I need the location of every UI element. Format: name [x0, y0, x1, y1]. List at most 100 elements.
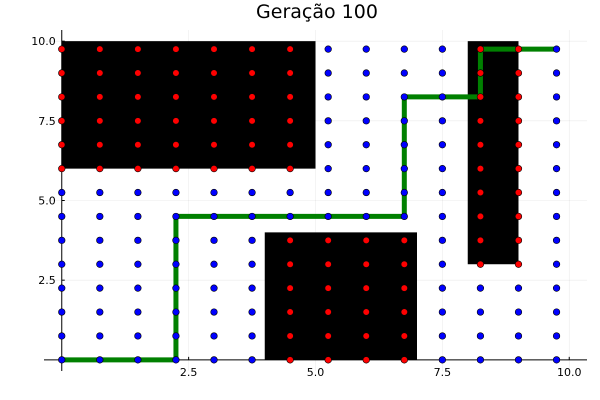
blocked-point — [286, 93, 294, 101]
blocked-point — [476, 165, 485, 173]
blocked-point — [58, 45, 66, 53]
blocked-point — [324, 356, 332, 364]
free-point — [552, 332, 561, 340]
free-point — [58, 308, 66, 316]
free-point — [400, 165, 408, 173]
free-point — [324, 69, 332, 77]
free-point — [438, 117, 446, 125]
free-point — [400, 188, 408, 197]
free-point — [552, 93, 561, 101]
blocked-point — [134, 165, 142, 173]
free-point — [248, 260, 256, 268]
blocked-point — [476, 117, 485, 125]
free-point — [324, 188, 332, 197]
blocked-point — [476, 93, 485, 101]
free-point — [552, 260, 561, 268]
free-point — [362, 93, 370, 101]
free-point — [362, 45, 370, 53]
blocked-point — [286, 356, 294, 364]
blocked-point — [172, 141, 180, 149]
free-point — [552, 69, 561, 77]
free-point — [514, 332, 523, 340]
blocked-point — [58, 93, 66, 101]
blocked-point — [476, 69, 485, 77]
blocked-point — [58, 117, 66, 125]
blocked-point — [172, 69, 180, 77]
free-point — [58, 284, 66, 292]
free-point — [400, 212, 408, 221]
free-point — [552, 212, 561, 221]
free-point — [134, 260, 142, 268]
free-point — [58, 332, 66, 340]
y-tick-label: 2.5 — [38, 274, 56, 287]
free-point — [362, 69, 370, 77]
blocked-point — [514, 117, 523, 125]
blocked-point — [248, 117, 256, 125]
blocked-point — [362, 308, 370, 316]
point-layer — [58, 45, 561, 364]
blocked-point — [172, 93, 180, 101]
blocked-point — [286, 332, 294, 340]
free-point — [58, 188, 66, 197]
free-point — [134, 212, 142, 221]
y-tick-label: 7.5 — [38, 115, 56, 128]
free-point — [476, 356, 485, 364]
free-point — [438, 141, 446, 149]
free-point — [248, 188, 256, 197]
blocked-point — [514, 260, 523, 268]
blocked-point — [362, 284, 370, 292]
blocked-point — [248, 141, 256, 149]
chart-title: Geração 100 — [256, 1, 378, 23]
blocked-point — [514, 45, 523, 53]
free-point — [362, 212, 370, 221]
blocked-point — [400, 260, 408, 268]
blocked-point — [96, 141, 104, 149]
blocked-point — [172, 45, 180, 53]
x-tick-label: 5.0 — [307, 366, 325, 379]
free-point — [134, 332, 142, 340]
x-tick-label: 2.5 — [180, 366, 198, 379]
free-point — [210, 308, 218, 316]
x-tick-label: 10.0 — [557, 366, 582, 379]
free-point — [134, 356, 142, 364]
blocked-point — [286, 45, 294, 53]
free-point — [134, 236, 142, 244]
free-point — [96, 284, 104, 292]
free-point — [96, 260, 104, 268]
free-point — [476, 284, 485, 292]
free-point — [134, 188, 142, 197]
free-point — [324, 117, 332, 125]
free-point — [58, 236, 66, 244]
blocked-point — [514, 236, 523, 244]
free-point — [438, 260, 446, 268]
blocked-point — [286, 260, 294, 268]
free-point — [96, 236, 104, 244]
free-point — [362, 188, 370, 197]
blocked-point — [134, 141, 142, 149]
free-point — [552, 308, 561, 316]
free-point — [286, 212, 294, 221]
blocked-point — [134, 45, 142, 53]
free-point — [438, 236, 446, 244]
blocked-point — [286, 165, 294, 173]
obstacle-rect-2 — [264, 232, 417, 360]
blocked-point — [96, 45, 104, 53]
blocked-point — [248, 45, 256, 53]
free-point — [552, 45, 561, 53]
free-point — [248, 212, 256, 221]
blocked-point — [58, 69, 66, 77]
tick-labels: 2.5 5.0 7.5 10.0 2.5 5.0 7.5 10.0 — [31, 35, 581, 379]
blocked-point — [96, 69, 104, 77]
blocked-point — [514, 212, 523, 221]
blocked-point — [286, 308, 294, 316]
free-point — [552, 117, 561, 125]
free-point — [172, 212, 180, 221]
free-point — [210, 236, 218, 244]
free-point — [96, 308, 104, 316]
blocked-point — [210, 93, 218, 101]
y-tick-label: 5.0 — [38, 195, 56, 208]
free-point — [438, 284, 446, 292]
free-point — [438, 45, 446, 53]
free-point — [96, 188, 104, 197]
